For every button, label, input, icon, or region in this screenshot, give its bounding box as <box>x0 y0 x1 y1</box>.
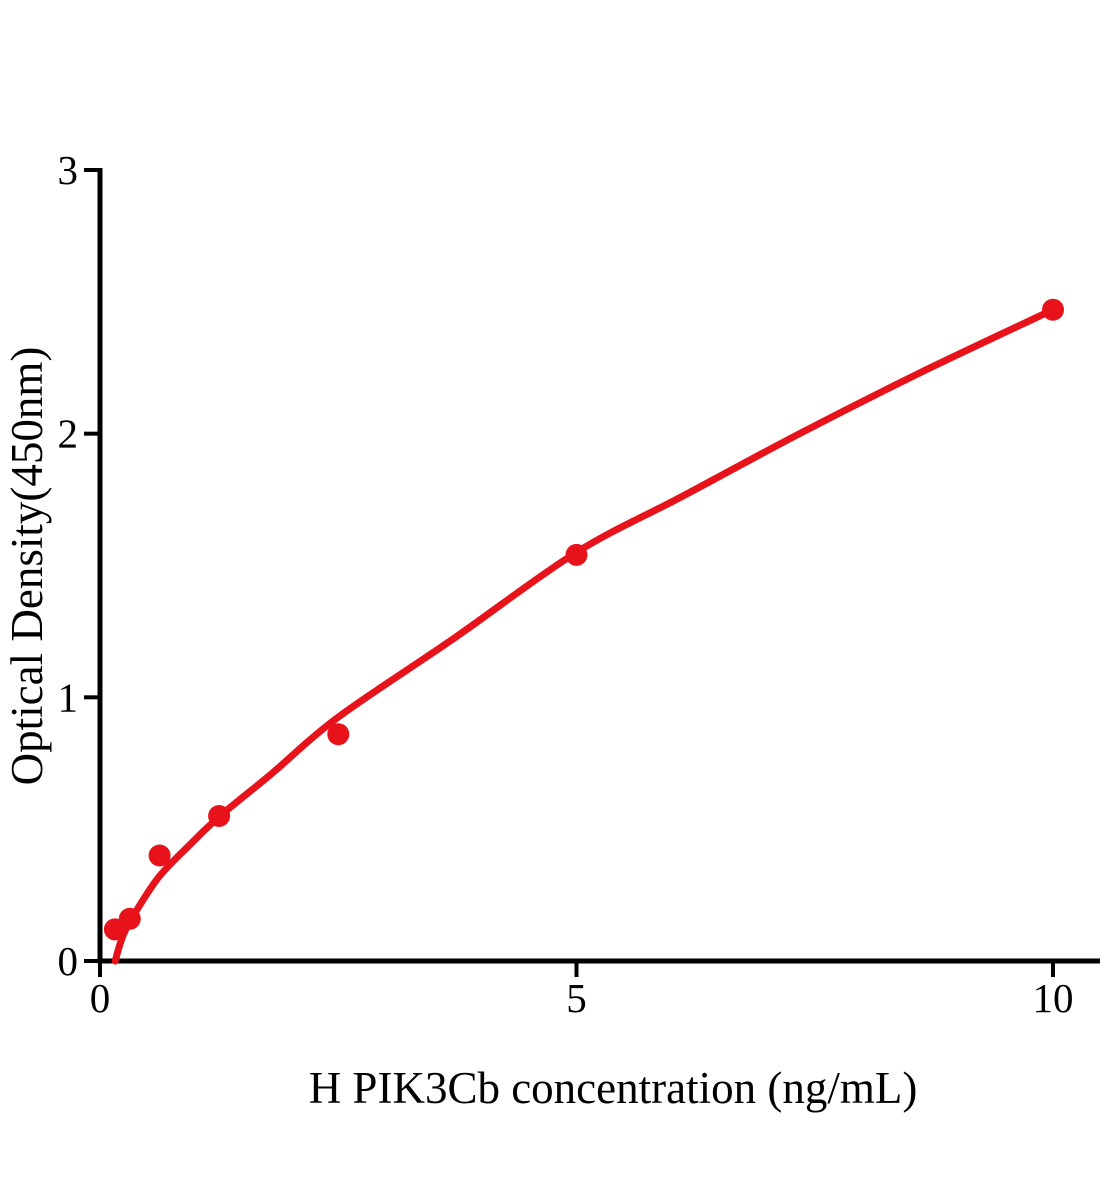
data-point <box>148 844 171 867</box>
x-tick-label: 5 <box>566 975 587 1021</box>
x-tick-label: 0 <box>90 975 111 1021</box>
data-point <box>118 907 141 930</box>
data-point <box>208 805 231 827</box>
x-tick-label: 10 <box>1033 975 1074 1021</box>
data-point <box>565 543 588 566</box>
y-tick-label: 2 <box>58 411 79 457</box>
fit-curve <box>111 306 1057 965</box>
axes-layer: 0 1 2 3 0 5 10 <box>58 147 1100 1021</box>
y-tick-label: 1 <box>58 674 79 720</box>
data-point <box>1042 298 1064 321</box>
data-points-layer <box>103 298 1064 941</box>
y-tick-label: 3 <box>58 147 79 193</box>
y-axis-title: Optical Density(450nm) <box>2 347 52 786</box>
fit-curve-layer <box>111 306 1057 965</box>
data-point <box>327 723 350 746</box>
y-tick-label: 0 <box>58 938 79 984</box>
x-axis-title: H PIK3Cb concentration (ng/mL) <box>309 1063 918 1113</box>
